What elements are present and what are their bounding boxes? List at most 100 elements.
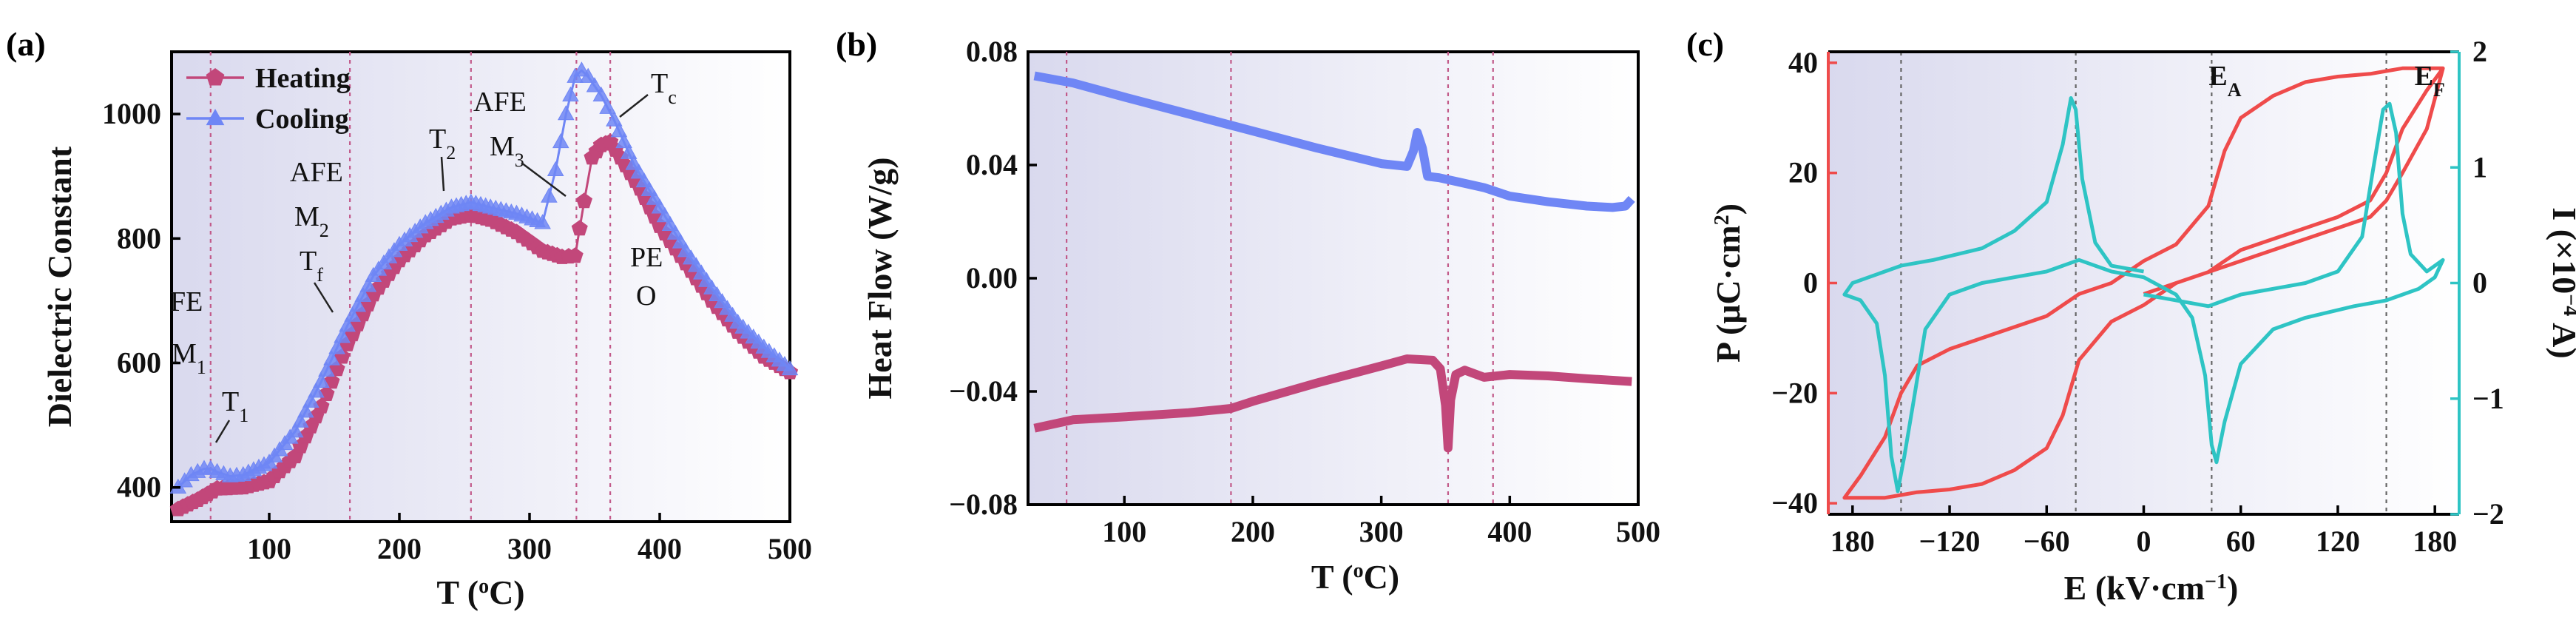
a-x-axis-label-part: T ( <box>436 573 479 611</box>
a-x-axis-label-part: o <box>479 575 489 598</box>
c-y-tick-label: 0 <box>1803 266 1818 300</box>
a-cooling-point <box>547 161 564 177</box>
panel-b-heat-flow-chart: 100 200 300 400 500 −0.08 −0.04 0.00 0.04 0.08 (b)… <box>836 25 1660 596</box>
a-y-tick-label: 1000 <box>102 97 161 130</box>
a-annotation-m3-part: 3 <box>515 149 524 171</box>
a-x-tick-label: 400 <box>638 532 682 565</box>
b-x-tick-label: 100 <box>1102 515 1146 548</box>
a-cooling-point <box>313 372 330 388</box>
c-y2-tick-label: −2 <box>2472 497 2504 531</box>
b-x-tick-label: 300 <box>1359 515 1404 548</box>
a-cooling-point <box>552 132 569 149</box>
a-annotation-tc-part: c <box>668 87 677 108</box>
a-x-tick-label: 300 <box>507 532 552 565</box>
c-y-axis-label-part: ) <box>1709 203 1747 215</box>
a-annotation-o: O <box>636 280 656 312</box>
c-y2-tick-label: −1 <box>2472 382 2504 415</box>
a-cooling-point <box>291 412 309 428</box>
a-annotation-t1-arrow <box>214 420 231 443</box>
a-annotation-t1-part: T <box>222 386 239 417</box>
a-cooling-point <box>308 383 325 398</box>
b-plot-background <box>1028 52 1638 505</box>
c-x-tick-label: −120 <box>1919 525 1981 558</box>
c-x-axis-label: E (kV·cm−1) <box>2064 569 2239 607</box>
b-x-axis-label-part: C) <box>1364 558 1400 596</box>
c-x-axis-label-part: ) <box>2227 569 2238 607</box>
c-annotation-ef-part: E <box>2415 61 2433 92</box>
b-series-heating-line <box>1033 354 1632 453</box>
a-legend-heating-marker <box>206 68 225 86</box>
a-x-axis-label-part: C) <box>489 573 525 611</box>
c-y-axis-label: P (μC·cm2) <box>1709 203 1747 363</box>
a-plot-frame <box>170 50 791 523</box>
a-cooling-point <box>302 392 320 408</box>
a-cooling-point <box>615 132 632 149</box>
panel-a-dielectric-chart: 100 200 300 400 500 400 600 800 1000 (a) T (oC) Die… <box>6 25 812 611</box>
a-cooling-point <box>781 360 799 376</box>
b-y-tick-label: 0.00 <box>966 261 1018 295</box>
a-cooling-point <box>323 350 340 366</box>
c-x-tick-label: 0 <box>2137 525 2151 558</box>
a-legend-cooling-label: Cooling <box>255 104 349 135</box>
b-panel-label: (b) <box>836 25 877 63</box>
a-legend-cooling-marker <box>206 109 225 126</box>
c-x-tick-label: 120 <box>2316 525 2360 558</box>
b-x-axis-label-part: o <box>1353 559 1364 582</box>
b-y-tick-label: 0.08 <box>966 35 1018 68</box>
a-annotation-tf-part: f <box>317 264 323 286</box>
a-cooling-point <box>541 187 558 203</box>
b-x-axis-label: T (oC) <box>1311 558 1399 596</box>
a-annotation-m1: M1 <box>172 338 206 378</box>
a-cooling-point <box>359 277 377 292</box>
c-y2-tick-label: 0 <box>2472 266 2487 300</box>
a-heating-point <box>575 192 592 209</box>
a-annotation-fe: FE <box>170 286 203 317</box>
c-plot-background <box>1828 52 2459 514</box>
a-y-tick-label: 400 <box>117 471 161 504</box>
b-x-axis-label-part: T ( <box>1311 558 1353 596</box>
a-annotation-tc-part: T <box>651 68 668 99</box>
a-y-tick-label: 800 <box>117 221 161 255</box>
b-series-cooling-line <box>1033 71 1635 212</box>
a-y-axis-label: Dielectric Constant <box>41 146 78 427</box>
c-y-tick-label: −20 <box>1771 376 1818 409</box>
c-series-p-line <box>1842 66 2445 500</box>
a-x-tick-label: 200 <box>377 532 422 565</box>
a-heating-point <box>567 247 584 263</box>
c-annotation-ea-part: E <box>2208 61 2227 92</box>
a-plot-background <box>172 52 790 522</box>
b-y-tick-label: −0.04 <box>949 374 1018 408</box>
a-annotation-m3-arrow <box>521 162 567 197</box>
a-annotation-t1-part: 1 <box>239 405 249 426</box>
b-x-tick-label: 400 <box>1487 515 1532 548</box>
a-cooling-point <box>579 67 597 83</box>
a-cooling-point <box>354 286 372 302</box>
c-y-tick-label: 20 <box>1788 156 1818 189</box>
a-x-axis-label: T (oC) <box>436 573 524 611</box>
c-annotation-ea-part: A <box>2228 79 2242 101</box>
a-cooling-point <box>339 317 356 332</box>
c-x-tick-label: 60 <box>2226 525 2256 558</box>
b-y-tick-label: −0.08 <box>949 488 1018 521</box>
a-cooling-point <box>297 403 314 418</box>
a-annotation-afe-mid: AFE <box>290 157 343 188</box>
b-y-tick-label: 0.04 <box>966 148 1018 181</box>
a-cooling-point <box>328 339 345 354</box>
c-y2-axis-label-part: I (×10 <box>2546 207 2576 294</box>
c-y-tick-label: −40 <box>1771 486 1818 519</box>
a-cooling-point <box>620 144 638 159</box>
a-annotation-m1-part: M <box>172 338 197 369</box>
c-x-tick-label: 180 <box>2413 525 2457 558</box>
a-cooling-point <box>562 86 579 102</box>
a-annotation-t2-part: T <box>429 124 446 155</box>
c-y2-axis-label: I (×10−4 A) <box>2546 207 2576 358</box>
c-x-axis-label-part: −1 <box>2205 571 2227 593</box>
a-annotation-tf-arrow <box>313 282 334 313</box>
a-annotation-tc-arrow <box>619 94 649 118</box>
a-cooling-point <box>599 98 616 114</box>
a-cooling-point <box>606 111 623 127</box>
a-cooling-point <box>610 122 628 138</box>
b-x-tick-label: 500 <box>1616 515 1660 548</box>
a-annotation-tf: Tf <box>300 246 323 286</box>
